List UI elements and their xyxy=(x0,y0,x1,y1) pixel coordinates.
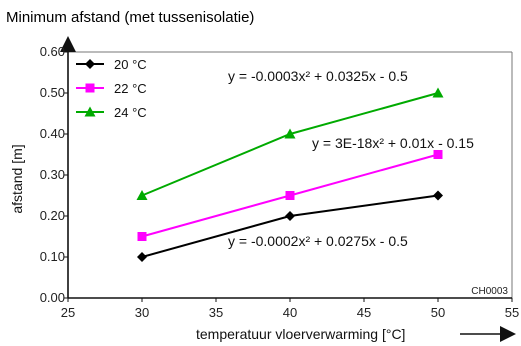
x-tick-label: 50 xyxy=(431,305,445,320)
x-tick-label: 35 xyxy=(209,305,223,320)
series-2 xyxy=(136,87,444,200)
legend-marker xyxy=(84,106,96,117)
data-point xyxy=(136,190,148,200)
legend-entry: 22 °C xyxy=(76,81,147,96)
data-point xyxy=(137,252,147,262)
data-point xyxy=(284,128,296,139)
y-tick-label: 0.00 xyxy=(40,290,65,305)
data-point xyxy=(285,191,295,200)
legend-label: 22 °C xyxy=(114,81,147,96)
y-axis: 0.00 0.10 0.20 0.30 0.40 0.50 0.60 xyxy=(40,36,76,305)
chart-code-label: CH0003 xyxy=(471,286,508,297)
trendline-equation: y = 3E-18x² + 0.01x - 0.15 xyxy=(312,135,474,151)
data-point xyxy=(285,211,295,221)
legend: 20 °C 22 °C 24 °C xyxy=(76,57,147,120)
x-tick-label: 45 xyxy=(357,305,371,320)
y-tick-label: 0.10 xyxy=(40,249,65,264)
y-tick-label: 0.20 xyxy=(40,208,65,223)
plot-frame xyxy=(68,51,513,298)
trendline-equation: y = -0.0002x² + 0.0275x - 0.5 xyxy=(228,233,408,249)
x-tick-label: 55 xyxy=(505,305,519,320)
y-tick-label: 0.50 xyxy=(40,85,65,100)
legend-label: 20 °C xyxy=(114,57,147,72)
data-point xyxy=(433,190,443,201)
x-tick-label: 40 xyxy=(283,305,297,320)
series-0 xyxy=(137,190,443,262)
x-tick-label: 25 xyxy=(61,305,75,320)
x-tick-label: 30 xyxy=(135,305,149,320)
y-tick-label: 0.60 xyxy=(40,44,65,59)
x-axis: 25 30 35 40 45 50 55 xyxy=(61,297,519,342)
legend-marker xyxy=(85,59,95,69)
y-axis-label: afstand [m] xyxy=(9,144,25,213)
data-point xyxy=(137,232,147,241)
y-tick-label: 0.30 xyxy=(40,167,65,182)
y-tick-label: 0.40 xyxy=(40,126,65,141)
legend-label: 24 °C xyxy=(114,105,147,120)
equations: y = -0.0002x² + 0.0275x - 0.5 y = 3E-18x²… xyxy=(228,68,474,249)
legend-marker xyxy=(85,83,95,93)
legend-entry: 24 °C xyxy=(76,105,147,120)
chart-title: Minimum afstand (met tussenisolatie) xyxy=(6,9,254,26)
legend-entry: 20 °C xyxy=(76,57,147,72)
trendline-equation: y = -0.0003x² + 0.0325x - 0.5 xyxy=(228,68,408,84)
data-point xyxy=(432,87,444,98)
series-1 xyxy=(137,150,443,241)
series-layer xyxy=(136,87,444,262)
x-axis-label: temperatuur vloerverwarming [°C] xyxy=(196,326,405,342)
data-point xyxy=(433,150,443,159)
